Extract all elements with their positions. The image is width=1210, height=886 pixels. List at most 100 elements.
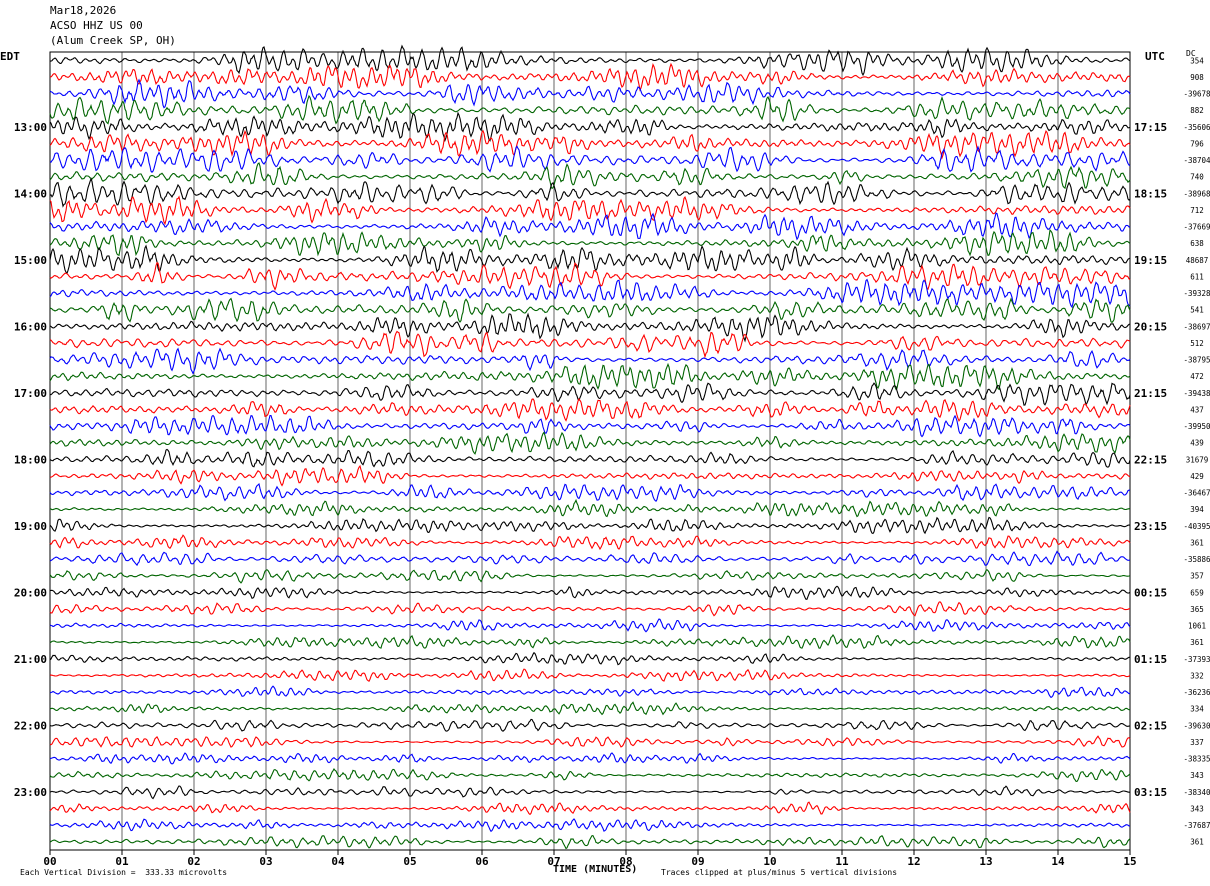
- seismic-trace: [49, 262, 1131, 291]
- x-tick-label: 15: [1123, 855, 1136, 868]
- seismic-trace: [49, 244, 1131, 275]
- dc-offset-value: -39678: [1183, 90, 1210, 99]
- left-hour-label: 20:00: [14, 586, 47, 599]
- right-hour-label: 18:15: [1134, 187, 1167, 200]
- seismic-trace: [49, 44, 1131, 77]
- right-hour-label: 00:15: [1134, 586, 1167, 599]
- dc-offset-value: -39328: [1183, 289, 1210, 298]
- seismic-trace: [49, 347, 1131, 375]
- x-tick-label: 08: [619, 855, 632, 868]
- station-location: (Alum Creek SP, OH): [50, 34, 176, 47]
- x-axis-title: TIME (MINUTES): [553, 864, 638, 875]
- seismic-trace: [49, 618, 1131, 633]
- x-tick-label: 00: [43, 855, 56, 868]
- x-tick-label: 10: [763, 855, 776, 868]
- left-hour-label: 21:00: [14, 653, 47, 666]
- seismic-trace: [49, 145, 1131, 173]
- right-hour-label: 03:15: [1134, 786, 1167, 799]
- dc-offset-value: 48687: [1186, 256, 1209, 265]
- seismic-trace: [49, 601, 1131, 617]
- seismic-trace: [49, 785, 1131, 800]
- clip-note: Traces clipped at plus/minus 5 vertical …: [661, 868, 898, 877]
- x-tick-label: 01: [115, 855, 129, 868]
- x-tick-label: 07: [547, 855, 560, 868]
- seismic-trace: [49, 768, 1131, 782]
- right-hour-label: 23:15: [1134, 520, 1167, 533]
- seismic-trace: [49, 633, 1131, 649]
- dc-offset-value: 354: [1190, 56, 1204, 65]
- station-name: ACSO HHZ US 00: [50, 19, 143, 32]
- x-tick-label: 06: [475, 855, 489, 868]
- dc-offset-value: -38704: [1183, 156, 1210, 165]
- dc-offset-value: 437: [1190, 405, 1204, 414]
- dc-offset-value: -40395: [1183, 522, 1210, 531]
- seismic-trace: [49, 330, 1131, 359]
- left-hour-label: 16:00: [14, 320, 47, 333]
- dc-offset-value: 361: [1190, 838, 1204, 847]
- dc-offset-value: 541: [1190, 306, 1204, 315]
- dc-offset-value: 357: [1190, 572, 1204, 581]
- seismic-trace: [49, 482, 1131, 503]
- dc-offset-value: 882: [1190, 106, 1204, 115]
- left-hour-label: 14:00: [14, 187, 47, 200]
- x-tick-label: 11: [835, 855, 849, 868]
- dc-offset-value: 796: [1190, 139, 1204, 148]
- dc-offset-value: -37393: [1183, 655, 1210, 664]
- dc-offset-value: 334: [1190, 705, 1204, 714]
- x-tick-label: 02: [187, 855, 200, 868]
- dc-offset-value: 337: [1190, 738, 1204, 747]
- seismic-trace: [49, 111, 1131, 143]
- dc-offset-value: 659: [1190, 588, 1204, 597]
- seismic-trace: [49, 534, 1131, 551]
- left-timezone-label: EDT: [0, 50, 20, 63]
- dc-offset-value: -39438: [1183, 389, 1210, 398]
- left-hour-label: 23:00: [14, 786, 47, 799]
- dc-offset-value: 343: [1190, 771, 1204, 780]
- seismic-trace: [49, 382, 1131, 406]
- seismic-trace: [49, 668, 1131, 682]
- dc-offset-value: 343: [1190, 804, 1204, 813]
- dc-offset-value: 429: [1190, 472, 1204, 481]
- seismic-trace: [49, 568, 1131, 584]
- seismic-trace: [49, 362, 1131, 391]
- dc-offset-value: 394: [1190, 505, 1204, 514]
- x-tick-label: 04: [331, 855, 345, 868]
- dc-offset-value: -37669: [1183, 223, 1210, 232]
- seismic-trace: [49, 735, 1131, 748]
- dc-offset-value: -36467: [1183, 489, 1210, 498]
- seismic-trace: [49, 651, 1130, 666]
- seismic-trace: [49, 312, 1131, 343]
- seismic-trace: [49, 94, 1131, 125]
- left-hour-label: 19:00: [14, 520, 47, 533]
- seismic-trace: [49, 685, 1131, 699]
- plot-frame: [49, 51, 1131, 851]
- dc-offset-value: 439: [1190, 439, 1204, 448]
- seismic-trace: [49, 818, 1130, 833]
- seismic-trace: [49, 448, 1131, 468]
- seismic-trace: [49, 585, 1131, 600]
- dc-offset-value: 712: [1190, 206, 1204, 215]
- right-hour-label: 19:15: [1134, 254, 1167, 267]
- x-tick-label: 13: [979, 855, 992, 868]
- dc-offset-value: 31679: [1186, 455, 1209, 464]
- dc-offset-value: 332: [1190, 671, 1204, 680]
- dc-offset-value: 365: [1190, 605, 1204, 614]
- dc-offset-value: 472: [1190, 372, 1204, 381]
- dc-offset-value: -38968: [1183, 189, 1210, 198]
- right-hour-label: 21:15: [1134, 387, 1167, 400]
- left-hour-label: 17:00: [14, 387, 47, 400]
- seismic-trace: [49, 835, 1131, 850]
- x-tick-label: 05: [403, 855, 416, 868]
- left-hour-label: 13:00: [14, 121, 47, 134]
- dc-offset-value: 361: [1190, 638, 1204, 647]
- seismic-trace: [49, 397, 1131, 422]
- dc-offset-value: -39630: [1183, 721, 1210, 730]
- seismic-trace: [49, 498, 1131, 518]
- seismic-trace: [49, 414, 1131, 438]
- dc-offset-value: -38340: [1183, 788, 1210, 797]
- dc-offset-value: -38795: [1183, 356, 1210, 365]
- right-hour-label: 02:15: [1134, 719, 1167, 732]
- seismic-trace: [49, 162, 1131, 190]
- dc-offset-label: DC: [1186, 49, 1196, 58]
